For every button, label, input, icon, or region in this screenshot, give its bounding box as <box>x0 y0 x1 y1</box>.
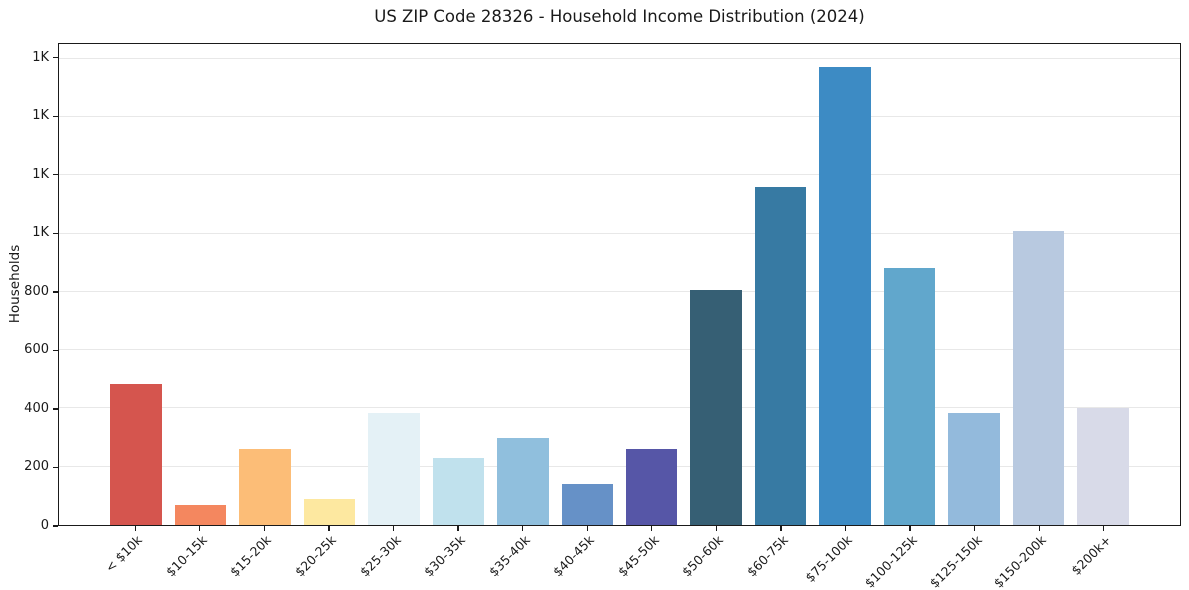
x-tick-label: $150-200k <box>990 532 1050 590</box>
y-tick-label: 0 <box>40 518 49 533</box>
gridline <box>59 407 1180 409</box>
x-tick-mark <box>522 526 524 531</box>
bar-slot <box>168 44 232 525</box>
gridline <box>59 349 1180 351</box>
gridline <box>59 290 1180 292</box>
x-tick-label: $125-150k <box>926 532 985 590</box>
x-tick-mark <box>392 526 395 531</box>
bar <box>1012 230 1065 525</box>
bar <box>174 504 227 525</box>
y-tick-label: 400 <box>24 400 49 416</box>
bar <box>368 412 420 525</box>
x-tick-mark <box>263 526 266 531</box>
bars-layer <box>59 44 1180 525</box>
x-tick-label: $35-40k <box>485 532 533 580</box>
x-tick-label: $45-50k <box>614 532 662 580</box>
bar-slot <box>1071 44 1135 525</box>
y-tick-label: 1K <box>32 108 49 124</box>
x-tick-label: $200k+ <box>1067 532 1114 578</box>
bar <box>239 449 291 525</box>
bar <box>497 437 549 525</box>
y-axis-label: Households <box>7 244 23 324</box>
bar <box>303 498 356 525</box>
x-tick-mark <box>1038 526 1040 531</box>
x-tick-label: $50-60k <box>679 532 727 580</box>
x-tick-mark <box>651 526 653 531</box>
x-tick-mark <box>457 526 459 531</box>
grid-layer <box>59 44 1180 525</box>
x-tick-mark <box>1103 526 1105 531</box>
bar-slot <box>491 44 555 525</box>
x-tick-mark <box>844 526 847 531</box>
bar-slot <box>877 44 941 525</box>
bar-slot <box>1006 44 1070 525</box>
x-tick-label: $10-15k <box>162 532 210 580</box>
bar-slot <box>684 44 748 525</box>
bar-slot <box>620 44 684 525</box>
bar-slot <box>555 44 619 525</box>
bar <box>110 383 162 525</box>
x-tick-label: $40-45k <box>550 532 598 580</box>
x-tick-label: $15-20k <box>227 532 275 580</box>
bar <box>561 484 614 525</box>
y-tick-label: 200 <box>24 459 49 475</box>
gridline <box>59 232 1180 234</box>
x-tick-label: $100-125k <box>861 532 920 590</box>
y-tick-label: 1K <box>32 225 49 241</box>
x-tick-mark <box>780 526 782 531</box>
bar <box>690 290 742 525</box>
bar <box>883 268 936 525</box>
bar <box>625 449 678 525</box>
bar <box>754 186 807 525</box>
x-tick-label: $25-30k <box>356 532 404 580</box>
x-tick-mark <box>328 526 330 531</box>
x-tick-mark <box>715 526 717 531</box>
x-tick-mark <box>586 526 588 531</box>
x-tick-label: $30-35k <box>420 532 468 580</box>
gridline <box>59 174 1180 176</box>
x-tick-mark <box>973 526 976 531</box>
bar-slot <box>942 44 1006 525</box>
bar-slot <box>233 44 297 525</box>
bar <box>432 457 485 525</box>
bar-slot <box>748 44 812 525</box>
x-tick-mark <box>909 526 911 531</box>
plot-area <box>58 43 1181 526</box>
bar <box>1077 408 1129 525</box>
gridline <box>59 57 1180 59</box>
y-tick-label: 1K <box>32 166 49 182</box>
x-tick-label: $60-75k <box>743 532 791 580</box>
bar-slot <box>297 44 361 525</box>
bar-slot <box>813 44 877 525</box>
bar <box>819 67 871 525</box>
x-tick-label: $20-25k <box>291 532 339 580</box>
chart-title: US ZIP Code 28326 - Household Income Dis… <box>374 7 865 26</box>
bar <box>948 412 1000 525</box>
x-tick-label: < $10k <box>102 532 146 576</box>
x-tick-mark <box>134 526 136 531</box>
gridline <box>59 115 1180 117</box>
y-tick-label: 1K <box>32 49 49 65</box>
y-tick-label: 600 <box>24 342 49 358</box>
bar-slot <box>104 44 168 525</box>
gridline <box>59 465 1180 467</box>
x-tick-mark <box>199 526 201 531</box>
bar-slot <box>426 44 490 525</box>
x-tick-label: $75-100k <box>802 532 856 585</box>
bar-slot <box>362 44 426 525</box>
